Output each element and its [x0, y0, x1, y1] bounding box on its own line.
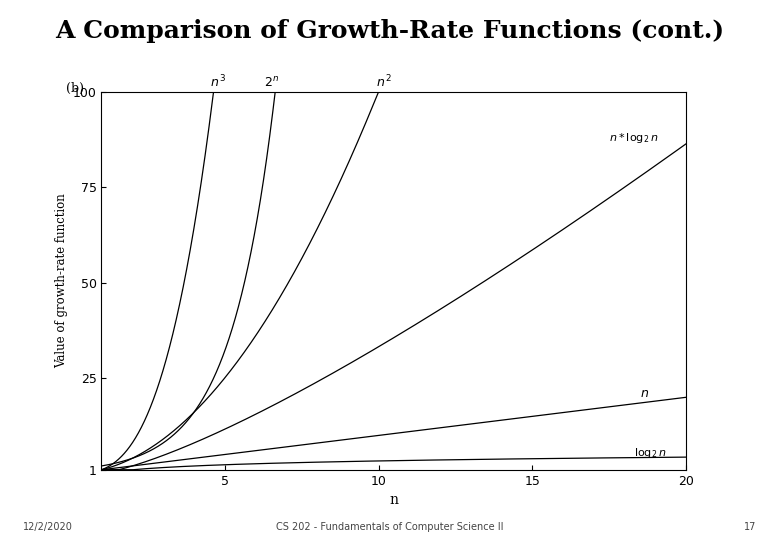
Text: $n * \log_2 n$: $n * \log_2 n$	[609, 131, 659, 145]
Text: $n^{\,3}$: $n^{\,3}$	[210, 73, 226, 90]
Text: 12/2/2020: 12/2/2020	[23, 522, 73, 532]
Text: (b): (b)	[66, 82, 84, 94]
Text: $2^n$: $2^n$	[264, 76, 279, 90]
Text: 17: 17	[744, 522, 757, 532]
X-axis label: n: n	[389, 493, 399, 507]
Y-axis label: Value of growth-rate function: Value of growth-rate function	[55, 193, 69, 368]
Text: CS 202 - Fundamentals of Computer Science II: CS 202 - Fundamentals of Computer Scienc…	[276, 522, 504, 532]
Text: $n$: $n$	[640, 387, 649, 400]
Text: $\log_2 n$: $\log_2 n$	[634, 446, 666, 460]
Text: A Comparison of Growth-Rate Functions (cont.): A Comparison of Growth-Rate Functions (c…	[55, 19, 725, 43]
Text: $n^{\,2}$: $n^{\,2}$	[376, 73, 392, 90]
